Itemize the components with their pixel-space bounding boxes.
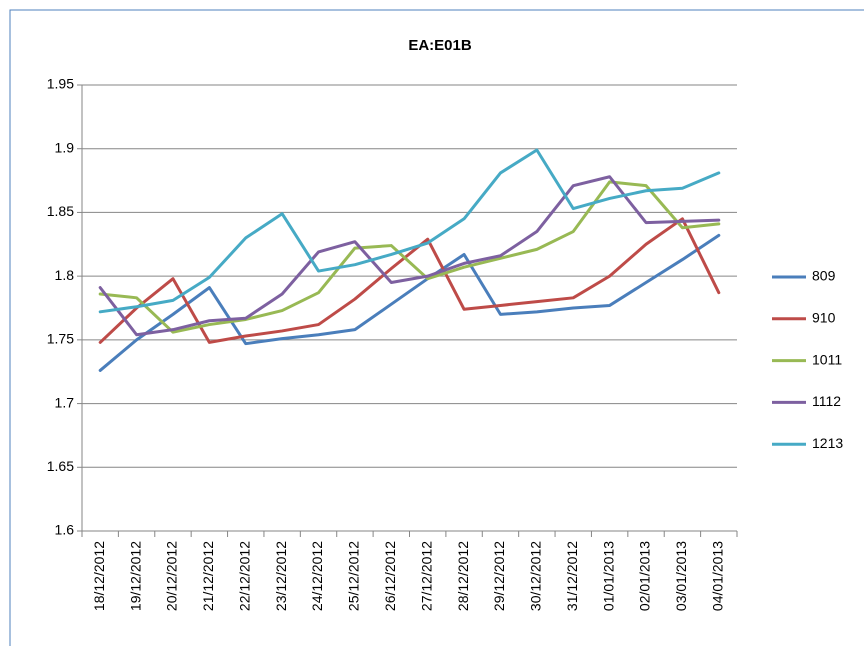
x-tick-label: 19/12/2012 [127,541,143,611]
x-tick-label: 27/12/2012 [418,541,434,611]
x-tick-label: 23/12/2012 [273,541,289,611]
chart-title: EA:E01B [408,37,472,54]
x-tick-label: 31/12/2012 [564,541,580,611]
x-tick-label: 21/12/2012 [200,541,216,611]
x-tick-label: 29/12/2012 [491,541,507,611]
legend-label: 1213 [812,435,843,451]
legend-label: 1011 [812,351,842,367]
x-tick-label: 01/01/2013 [600,541,616,611]
y-tick-label: 1.65 [47,458,74,474]
y-tick-label: 1.95 [47,76,74,92]
x-tick-label: 18/12/2012 [91,541,107,611]
y-tick-label: 1.75 [47,331,74,347]
x-tick-label: 04/01/2013 [710,541,726,611]
x-tick-label: 24/12/2012 [309,541,325,611]
legend-label: 1112 [812,393,841,409]
x-tick-label: 25/12/2012 [346,541,362,611]
x-tick-label: 20/12/2012 [164,541,180,611]
legend-label: 910 [812,310,836,326]
x-tick-label: 22/12/2012 [236,541,252,611]
y-tick-label: 1.85 [47,203,74,219]
x-tick-label: 30/12/2012 [528,541,544,611]
x-tick-label: 03/01/2013 [673,541,689,611]
x-tick-label: 28/12/2012 [455,541,471,611]
series-line [98,148,721,314]
series-line [98,233,721,372]
x-tick-label: 02/01/2013 [637,541,653,611]
legend-label: 809 [812,268,836,284]
series-line [98,175,721,337]
x-tick-label: 26/12/2012 [382,541,398,611]
y-tick-label: 1.6 [55,522,75,538]
series-line [98,217,721,344]
y-tick-label: 1.9 [55,139,75,155]
y-tick-label: 1.8 [55,267,75,283]
y-tick-label: 1.7 [55,394,75,410]
